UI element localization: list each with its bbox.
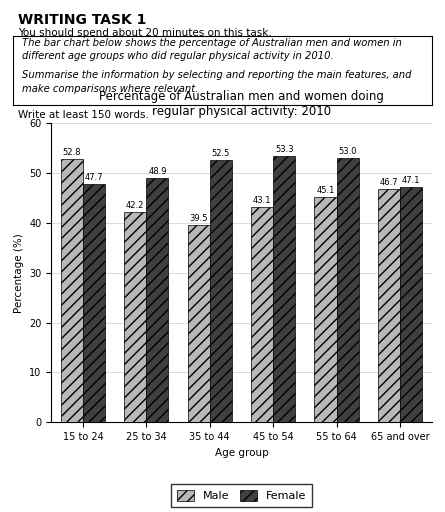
Title: Percentage of Australian men and women doing
regular physical activity: 2010: Percentage of Australian men and women d… — [99, 90, 384, 118]
Bar — [210, 160, 232, 422]
Text: 39.5: 39.5 — [190, 214, 208, 223]
Bar — [314, 197, 336, 422]
Text: 43.1: 43.1 — [253, 196, 271, 205]
Text: You should spend about 20 minutes on this task.: You should spend about 20 minutes on thi… — [18, 28, 271, 38]
Bar — [251, 207, 273, 422]
Text: 45.1: 45.1 — [316, 186, 335, 195]
Text: Summarise the information by selecting and reporting the main features, and
make: Summarise the information by selecting a… — [22, 70, 411, 94]
Text: 53.3: 53.3 — [275, 145, 294, 154]
Bar — [273, 156, 295, 422]
Text: 52.8: 52.8 — [63, 148, 81, 157]
Text: 42.2: 42.2 — [126, 201, 144, 210]
Text: 47.7: 47.7 — [85, 173, 103, 182]
Bar — [124, 212, 146, 422]
X-axis label: Age group: Age group — [214, 447, 268, 458]
Bar — [146, 178, 169, 422]
Text: 47.1: 47.1 — [402, 176, 420, 185]
Text: The bar chart below shows the percentage of Australian men and women in
differen: The bar chart below shows the percentage… — [22, 38, 401, 61]
Text: Write at least 150 words.: Write at least 150 words. — [18, 110, 149, 120]
Text: 52.5: 52.5 — [212, 150, 230, 158]
Text: 48.9: 48.9 — [148, 167, 166, 176]
Text: 53.0: 53.0 — [338, 147, 357, 156]
Bar — [83, 184, 105, 422]
Y-axis label: Percentage (%): Percentage (%) — [13, 233, 24, 312]
Text: 46.7: 46.7 — [380, 178, 398, 187]
Bar — [61, 159, 83, 422]
Bar — [187, 225, 210, 422]
Text: WRITING TASK 1: WRITING TASK 1 — [18, 13, 146, 27]
Legend: Male, Female: Male, Female — [171, 484, 312, 507]
Bar — [378, 189, 400, 422]
Bar — [336, 158, 359, 422]
Bar — [400, 187, 422, 422]
